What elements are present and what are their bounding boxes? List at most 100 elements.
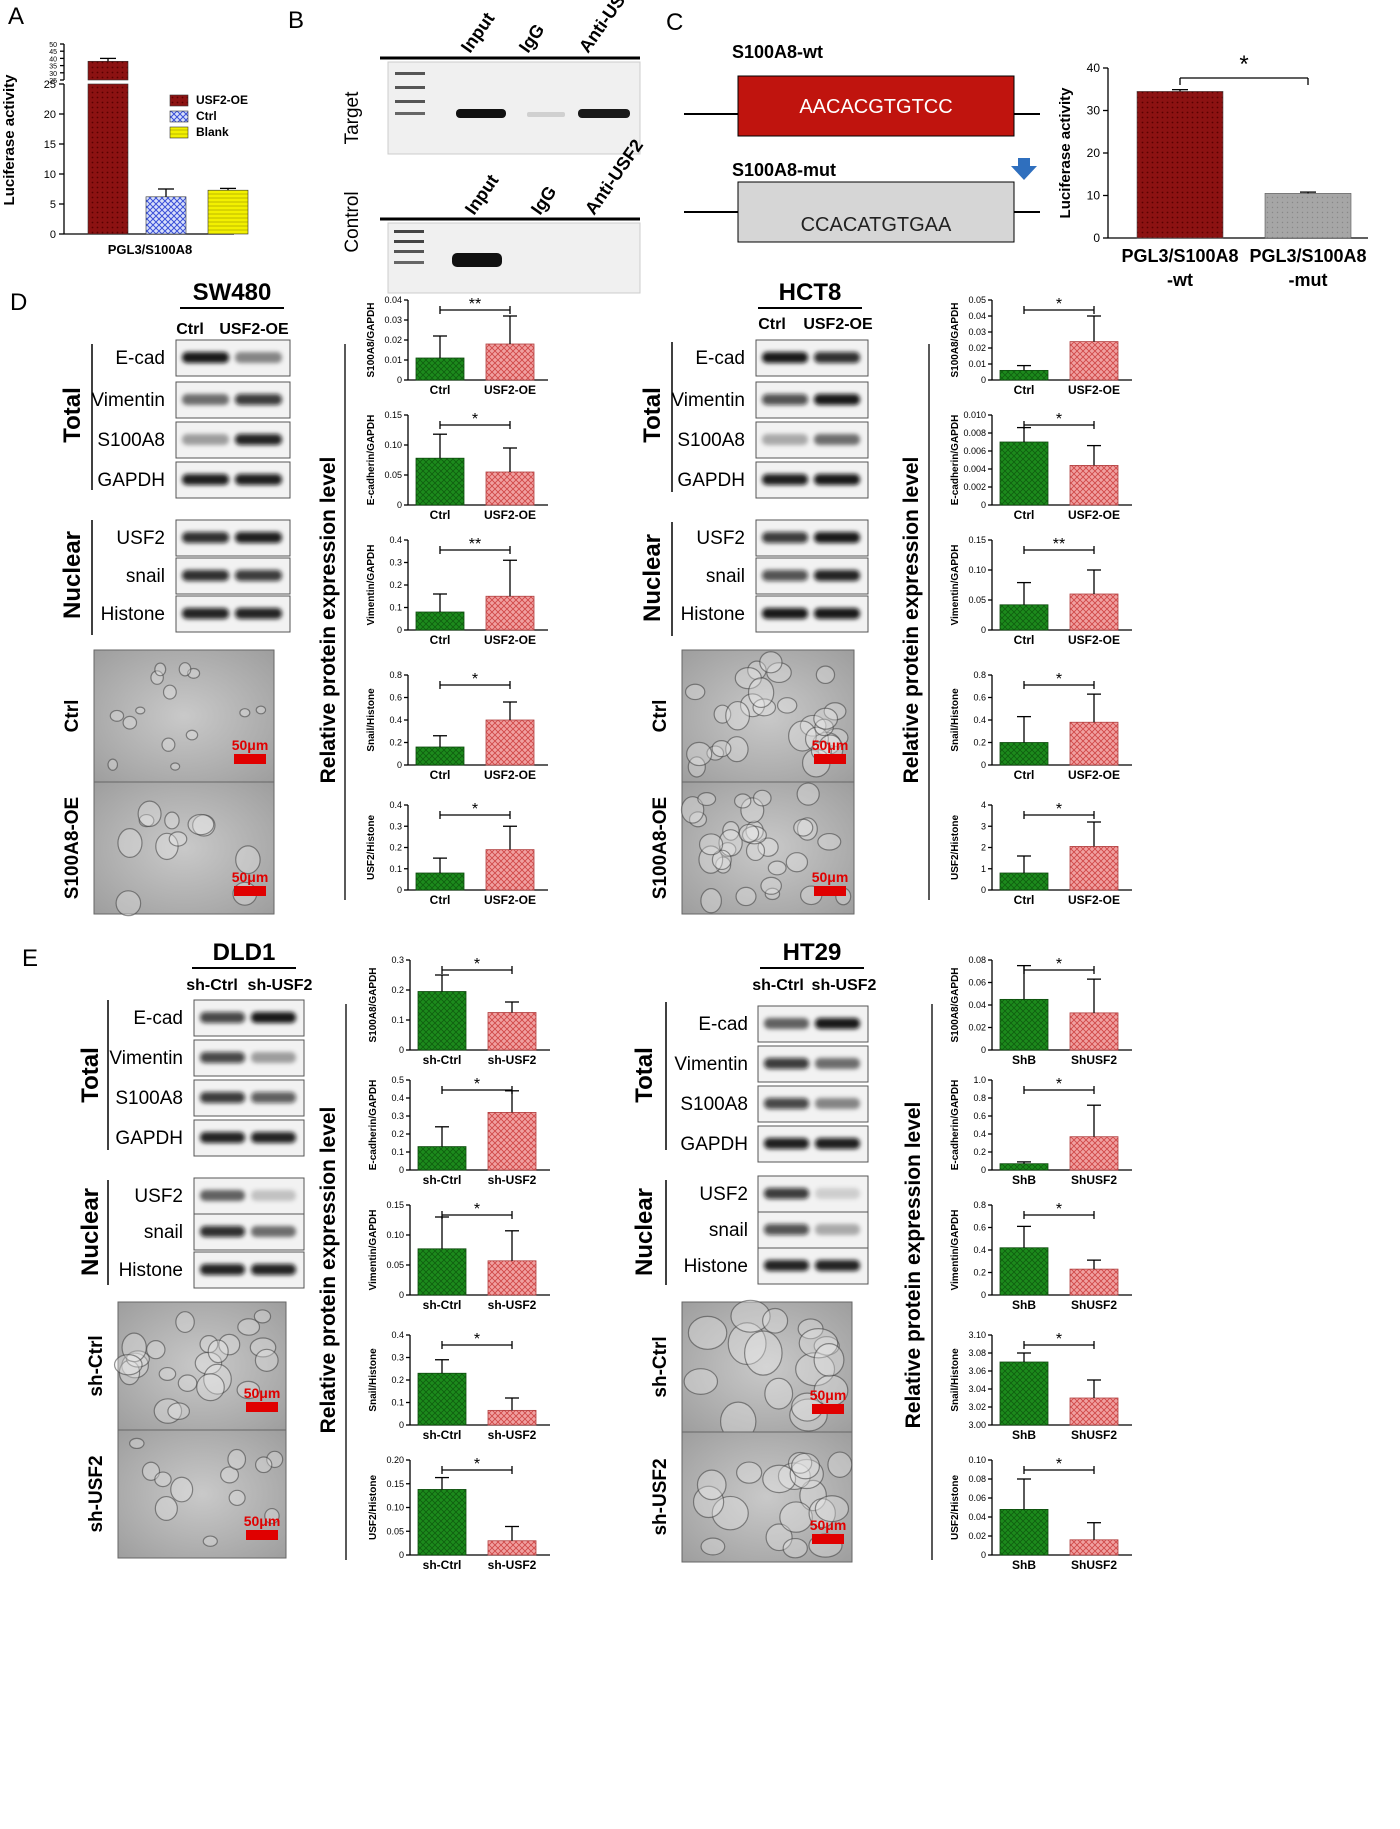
blot-band	[200, 1132, 245, 1143]
chart-d-sw480-usf2: 0 0.1 0.2 0.3 0.4 USF2/Histone Ctrl USF2-OE *	[366, 800, 548, 907]
bar-shb	[999, 998, 1049, 1051]
chip-gel-panel: Target Control Input IgG Anti-USF2 Input…	[342, 0, 647, 294]
y-tick-label: 0.008	[963, 428, 986, 438]
y-tick-label: 0.04	[968, 1000, 986, 1010]
bar-ctrl	[999, 604, 1049, 631]
chart-e-ht29-vim: 0 0.2 0.4 0.6 0.8 Vimentin/GAPDH ShB ShUSF2 *	[950, 1200, 1132, 1312]
y-tick-label: 25	[49, 78, 57, 85]
cell	[137, 800, 162, 828]
y-tick-label: 0.04	[384, 295, 402, 305]
cell	[687, 756, 706, 778]
gel-lane-input-2: Input	[461, 171, 503, 219]
chart-e-dld1-vim: 0 0.05 0.10 0.15 Vimentin/GAPDH sh-Ctrl sh-USF…	[368, 1200, 550, 1312]
y-tick-label: 4	[981, 800, 986, 810]
cell	[154, 1495, 178, 1521]
y-tick-label: 15	[44, 139, 56, 151]
cell	[744, 1330, 783, 1376]
micrograph-label: Ctrl	[62, 700, 83, 733]
blot-band	[762, 608, 808, 619]
chart-d-hct8-vim: 0 0.05 0.10 0.15 Vimentin/GAPDH Ctrl USF2-OE **	[950, 535, 1132, 647]
cell	[162, 684, 177, 700]
blot-band	[814, 474, 860, 485]
blot-band	[182, 434, 229, 445]
micrograph-label: sh-Ctrl	[86, 1335, 107, 1396]
ladder-band	[394, 240, 424, 243]
chart-e-ht29-s100a8: 0 0.02 0.04 0.06 0.08 S100A8/GAPDH ShB ShUSF2 *	[950, 955, 1132, 1067]
y-tick-label: 20	[1087, 146, 1101, 160]
bar-shb	[999, 1163, 1049, 1171]
cell	[239, 708, 251, 718]
category-label: ShB	[1012, 1298, 1036, 1312]
bar-upper-usf2-oe	[87, 60, 129, 81]
group-nuclear: Nuclear	[631, 1188, 658, 1276]
category-label: ShB	[1012, 1558, 1036, 1572]
category-label: ShB	[1012, 1053, 1036, 1067]
scale-label: 50μm	[810, 1387, 847, 1403]
category-label: sh-Ctrl	[423, 1428, 462, 1442]
bar-usf2-oe	[485, 849, 535, 891]
gel-row-target: Target	[342, 91, 363, 145]
cell	[760, 876, 782, 895]
bar-shusf2	[1069, 1012, 1119, 1051]
y-tick-label: 50	[49, 42, 57, 49]
cell	[711, 739, 732, 758]
group-nuclear: Nuclear	[639, 534, 666, 622]
cell	[254, 1456, 273, 1474]
bar-shb	[999, 1361, 1049, 1426]
y-tick-label: 0	[981, 1045, 986, 1055]
blot-band	[251, 1052, 296, 1063]
y-axis-label: Vimentin/GAPDH	[950, 1210, 961, 1291]
y-axis-label: S100A8/GAPDH	[368, 967, 379, 1042]
y-axis-label: USF2/Histone	[950, 815, 961, 880]
bar-sh-ctrl	[417, 1146, 467, 1171]
lane-label: sh-USF2	[248, 977, 313, 994]
cell	[735, 886, 757, 907]
chart-d-sw480-s100a8: 0 0.01 0.02 0.03 0.04 S100A8/GAPDH Ctrl USF2-OE…	[366, 295, 548, 397]
cell	[734, 793, 752, 809]
category-label: Ctrl	[1014, 768, 1035, 782]
cell	[791, 1452, 821, 1480]
cell	[696, 1469, 727, 1501]
cell	[158, 1366, 177, 1381]
category-label: Ctrl	[430, 383, 451, 397]
blot-row-label: Vimentin	[109, 1048, 183, 1069]
cell	[813, 707, 839, 730]
bar-usf2-oe	[1069, 721, 1119, 766]
target-gel	[387, 61, 641, 155]
category-label: sh-USF2	[488, 1173, 537, 1187]
significance-mark: *	[1056, 1201, 1062, 1218]
cell	[796, 817, 818, 841]
y-tick-label: 0.15	[386, 1200, 404, 1210]
legend-swatch	[169, 126, 189, 139]
y-tick-label: 10	[44, 169, 56, 181]
target-input-band	[456, 109, 506, 118]
cell	[170, 1476, 194, 1503]
bar-usf2-oe	[1069, 341, 1119, 381]
y-tick-label: 0.20	[386, 1455, 404, 1465]
y-tick-label: 0	[981, 625, 986, 635]
bar-sh-ctrl	[417, 991, 467, 1051]
y-tick-label: 0.1	[391, 1398, 404, 1408]
panel-label-e: E	[22, 945, 38, 972]
y-tick-label: 0	[50, 229, 56, 241]
cell-line-name: HT29	[783, 939, 842, 966]
cell	[199, 1335, 219, 1354]
category-label: Ctrl	[1014, 893, 1035, 907]
y-tick-label: 0.10	[384, 440, 402, 450]
y-tick-label: 0.15	[384, 410, 402, 420]
category-label: sh-USF2	[488, 1053, 537, 1067]
significance-mark: *	[474, 1331, 480, 1348]
blot-row-label: S100A8	[97, 430, 165, 451]
y-tick-label: 0.2	[973, 1268, 986, 1278]
cell	[687, 1315, 728, 1350]
target-igg-band	[527, 112, 565, 117]
y-tick-label: 35	[49, 64, 57, 71]
y-tick-label: 0.06	[968, 978, 986, 988]
significance-mark: **	[469, 536, 481, 553]
blot-band	[200, 1092, 245, 1103]
y-tick-label: 0.03	[968, 327, 986, 337]
significance-mark: *	[1239, 51, 1248, 78]
y-tick-label: 0.2	[389, 843, 402, 853]
y-tick-label: 0	[981, 500, 986, 510]
category-label: USF2-OE	[1068, 768, 1120, 782]
